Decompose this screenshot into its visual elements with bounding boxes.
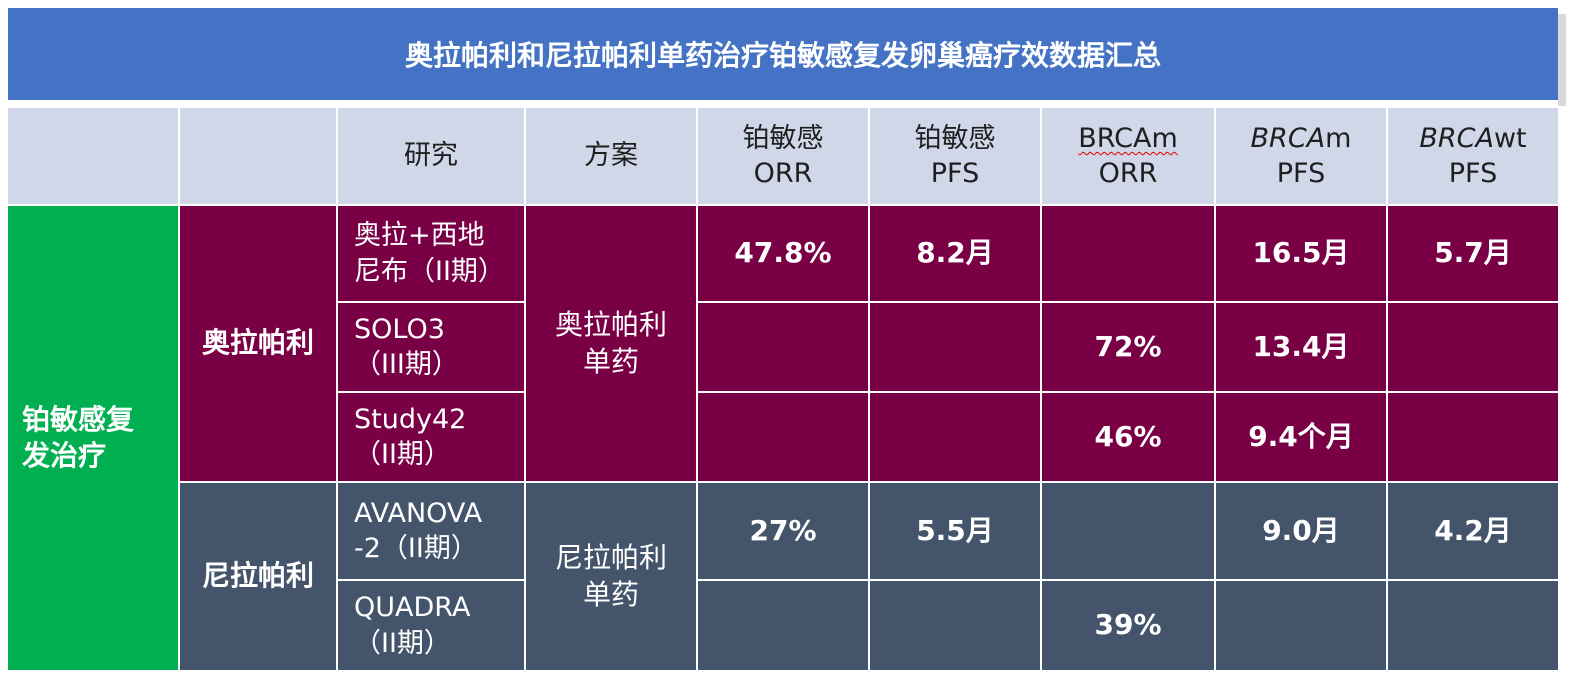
brcam-orr-value [1042,483,1214,579]
header-plan: 方案 [526,108,696,204]
ps-orr-value: 47.8% [698,206,868,301]
brcam-pfs-value: 16.5月 [1216,206,1386,301]
header-brcam-pfs-line2: PFS [1276,158,1326,189]
plan-niraparib-line1: 尼拉帕利 [554,541,667,575]
category-cell: 铂敏感复 发治疗 [8,206,178,670]
header-ps-orr-line1: 铂敏感 [742,122,824,154]
header-brcam-pfs-italic: BRCA [1250,122,1326,154]
header-blank-2 [180,108,336,204]
group-olaparib: 奥拉帕利 [180,206,336,481]
study-line2: -2（II期） [354,533,478,564]
plan-niraparib: 尼拉帕利 单药 [526,483,696,670]
header-brcam-pfs: BRCAm PFS [1216,108,1386,204]
study-cell: AVANOVA -2（II期） [338,483,524,579]
header-ps-pfs: 铂敏感 PFS [870,108,1040,204]
brcam-pfs-value: 13.4月 [1216,303,1386,391]
ps-pfs-value: 5.5月 [870,483,1040,579]
header-brcam-orr-line1: BRCAm [1078,122,1178,154]
plan-niraparib-line2: 单药 [582,577,639,611]
header-brcawt-pfs-italic: BRCA [1419,122,1494,154]
header-brcawt-pfs: BRCAwt PFS [1388,108,1558,204]
brcawt-pfs-value: 4.2月 [1388,483,1558,579]
brcam-orr-value: 39% [1042,581,1214,670]
plan-olaparib-line1: 奥拉帕利 [554,308,667,342]
header-brcawt-pfs-rest: wt [1493,122,1527,154]
study-line1: Study42 [354,403,467,435]
ps-pfs-value [870,303,1040,391]
ps-orr-value [698,303,868,391]
ps-pfs-value: 8.2月 [870,206,1040,301]
plan-olaparib: 奥拉帕利 单药 [526,206,696,481]
brcawt-pfs-value [1388,393,1558,481]
category-line2: 发治疗 [22,439,107,472]
header-brcam-orr-line2: ORR [1098,158,1158,189]
plan-olaparib-line2: 单药 [582,344,639,378]
study-cell: SOLO3 （III期） [338,303,524,391]
header-ps-orr-line2: ORR [753,158,813,189]
ps-pfs-value [870,393,1040,481]
brcawt-pfs-value [1388,303,1558,391]
brcam-orr-value [1042,206,1214,301]
header-ps-pfs-line1: 铂敏感 [914,122,996,154]
ps-orr-value: 27% [698,483,868,579]
brcam-pfs-value: 9.4个月 [1216,393,1386,481]
group-niraparib: 尼拉帕利 [180,483,336,670]
ps-pfs-value [870,581,1040,670]
header-brcam-pfs-rest: m [1325,122,1352,154]
study-line2: （II期） [354,439,451,470]
ps-orr-value [698,393,868,481]
study-cell: 奥拉+西地 尼布（II期） [338,206,524,301]
brcam-orr-value: 46% [1042,393,1214,481]
page-title: 奥拉帕利和尼拉帕利单药治疗铂敏感复发卵巢癌疗效数据汇总 [8,8,1558,100]
brcam-pfs-value: 9.0月 [1216,483,1386,579]
study-line2: 尼布（II期） [354,255,505,287]
header-ps-orr: 铂敏感 ORR [698,108,868,204]
brcawt-pfs-value: 5.7月 [1388,206,1558,301]
study-line2: （III期） [354,349,459,380]
ps-orr-value [698,581,868,670]
header-brcawt-pfs-line2: PFS [1448,158,1498,189]
header-brcam-orr: BRCAm ORR [1042,108,1214,204]
study-line1: SOLO3 [354,313,445,345]
header-blank-1 [8,108,178,204]
banner-shadow [1558,14,1566,106]
study-cell: Study42 （II期） [338,393,524,481]
study-line1: QUADRA [354,592,471,624]
brcam-pfs-value [1216,581,1386,670]
study-cell: QUADRA （II期） [338,581,524,670]
header-study: 研究 [338,108,524,204]
header-ps-pfs-line2: PFS [930,158,980,189]
study-line1: 奥拉+西地 [354,220,485,252]
brcawt-pfs-value [1388,581,1558,670]
study-line2: （II期） [354,627,451,659]
study-line1: AVANOVA [354,497,483,529]
brcam-orr-value: 72% [1042,303,1214,391]
category-line1: 铂敏感复 [22,402,135,436]
